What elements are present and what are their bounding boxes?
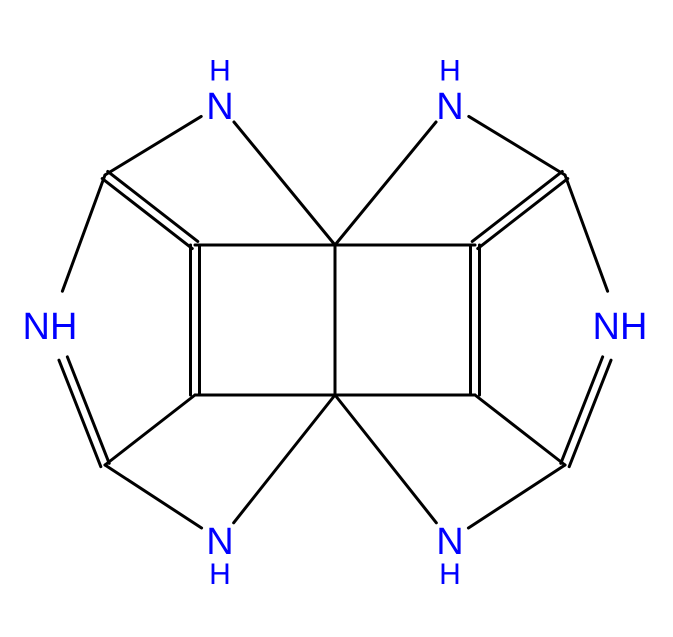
svg-text:H: H [209, 558, 231, 591]
svg-text:H: H [209, 55, 231, 88]
molecule-diagram: NHNHNHNHNHNH [0, 0, 673, 637]
svg-text:H: H [439, 558, 461, 591]
svg-text:H: H [439, 55, 461, 88]
svg-text:NH: NH [23, 306, 78, 348]
svg-text:N: N [436, 86, 463, 128]
svg-text:N: N [436, 521, 463, 563]
svg-text:N: N [206, 521, 233, 563]
svg-text:NH: NH [593, 306, 648, 348]
svg-text:N: N [206, 86, 233, 128]
